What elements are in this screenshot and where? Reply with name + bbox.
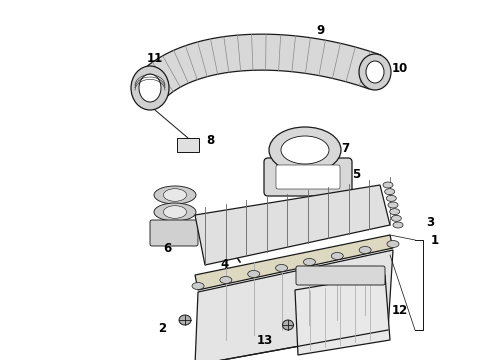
- Ellipse shape: [390, 209, 400, 215]
- Text: 9: 9: [316, 23, 324, 36]
- Ellipse shape: [359, 54, 391, 90]
- Text: 1: 1: [431, 234, 439, 247]
- Ellipse shape: [164, 206, 187, 218]
- Polygon shape: [195, 185, 390, 265]
- Ellipse shape: [366, 61, 384, 83]
- Ellipse shape: [269, 127, 341, 173]
- Ellipse shape: [385, 189, 394, 195]
- Ellipse shape: [393, 222, 403, 228]
- Ellipse shape: [386, 195, 396, 201]
- Ellipse shape: [154, 203, 196, 221]
- Text: 4: 4: [221, 258, 229, 271]
- Ellipse shape: [192, 283, 204, 289]
- Text: 13: 13: [257, 333, 273, 346]
- Ellipse shape: [179, 315, 191, 325]
- Ellipse shape: [392, 215, 401, 221]
- Bar: [177, 138, 199, 152]
- Ellipse shape: [359, 247, 371, 253]
- FancyBboxPatch shape: [150, 220, 198, 246]
- Ellipse shape: [303, 258, 316, 266]
- Ellipse shape: [227, 246, 237, 254]
- Text: 3: 3: [426, 216, 434, 229]
- Ellipse shape: [283, 320, 294, 330]
- FancyBboxPatch shape: [296, 266, 385, 285]
- Ellipse shape: [275, 265, 288, 271]
- Text: 12: 12: [392, 303, 408, 316]
- Ellipse shape: [387, 240, 399, 248]
- Ellipse shape: [281, 136, 329, 164]
- Text: 6: 6: [163, 242, 171, 255]
- Ellipse shape: [154, 186, 196, 204]
- Polygon shape: [195, 250, 393, 360]
- Text: 11: 11: [147, 51, 163, 64]
- Ellipse shape: [388, 202, 398, 208]
- Text: 7: 7: [341, 141, 349, 154]
- Ellipse shape: [220, 276, 232, 284]
- Ellipse shape: [139, 74, 161, 102]
- Polygon shape: [195, 235, 393, 290]
- Ellipse shape: [131, 66, 169, 110]
- Ellipse shape: [331, 252, 343, 260]
- Text: 10: 10: [392, 62, 408, 75]
- FancyBboxPatch shape: [264, 158, 352, 196]
- Polygon shape: [295, 275, 390, 355]
- Text: 2: 2: [158, 321, 166, 334]
- Ellipse shape: [248, 270, 260, 278]
- Polygon shape: [137, 34, 381, 100]
- FancyBboxPatch shape: [276, 165, 340, 189]
- Text: 5: 5: [352, 168, 360, 181]
- Ellipse shape: [383, 182, 393, 188]
- Ellipse shape: [164, 189, 187, 201]
- Text: 8: 8: [206, 134, 214, 147]
